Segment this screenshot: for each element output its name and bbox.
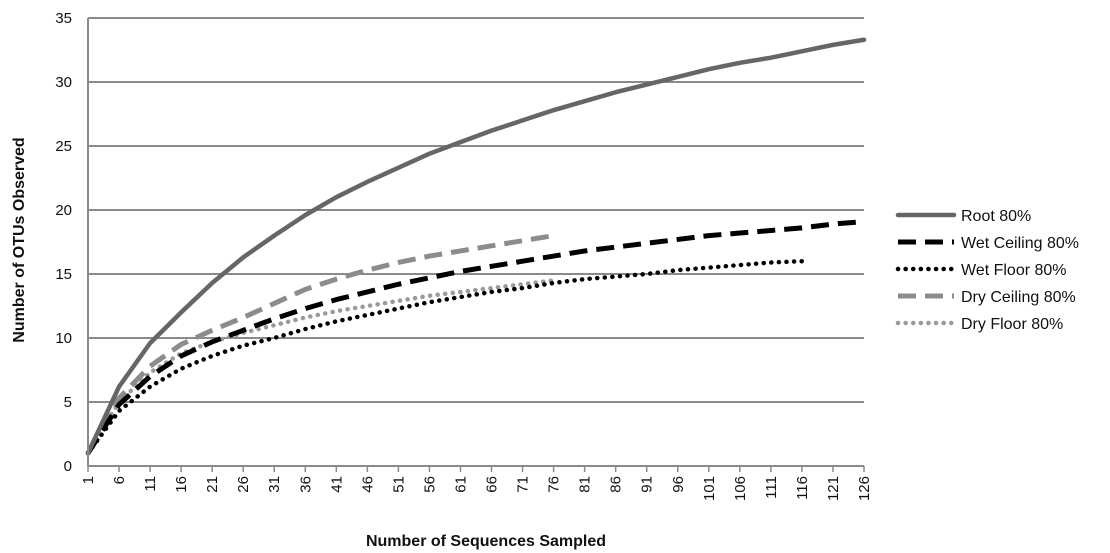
x-tick-label: 51 bbox=[390, 476, 407, 493]
x-tick-label: 16 bbox=[173, 476, 190, 493]
x-tick-label: 116 bbox=[794, 476, 811, 500]
x-tick-label: 11 bbox=[142, 476, 159, 492]
y-tick-label: 15 bbox=[55, 266, 72, 283]
y-tick-label: 5 bbox=[64, 394, 72, 411]
x-tick-label: 86 bbox=[608, 476, 625, 493]
legend-item-dry-ceiling-80: Dry Ceiling 80% bbox=[898, 289, 1076, 306]
x-axis-title: Number of Sequences Sampled bbox=[366, 533, 606, 550]
series-line-dry-floor-80 bbox=[85, 278, 556, 456]
x-tick-label: 66 bbox=[484, 476, 501, 493]
y-tick-label: 30 bbox=[55, 74, 72, 91]
series-line-dry-ceiling-80 bbox=[85, 233, 555, 455]
legend-label: Wet Ceiling 80% bbox=[961, 235, 1079, 252]
series-line-wet-floor-80 bbox=[85, 258, 805, 456]
x-tick-label: 1 bbox=[80, 476, 97, 484]
x-tick-label: 111 bbox=[763, 476, 780, 499]
series-lines bbox=[85, 37, 867, 456]
x-tick-label: 31 bbox=[266, 476, 283, 493]
x-tick-label: 76 bbox=[546, 476, 563, 493]
series-line-root-80 bbox=[85, 37, 867, 456]
legend: Root 80% Wet Ceiling 80% Wet Floor 80% Dry … bbox=[895, 208, 1079, 333]
x-tick-label: 106 bbox=[732, 476, 749, 501]
legend-item-root-80: Root 80% bbox=[895, 208, 1031, 225]
x-tick-label: 71 bbox=[515, 476, 532, 493]
legend-item-wet-ceiling-80: Wet Ceiling 80% bbox=[898, 235, 1079, 252]
x-tick-label: 61 bbox=[452, 476, 469, 493]
series-line-wet-ceiling-80 bbox=[85, 219, 865, 455]
y-tick-label: 35 bbox=[55, 10, 72, 27]
y-tick-label: 10 bbox=[55, 330, 72, 347]
x-tick-label: 36 bbox=[297, 476, 314, 493]
x-tick-label: 56 bbox=[421, 476, 438, 493]
legend-label: Root 80% bbox=[961, 208, 1031, 225]
x-tick-label: 26 bbox=[235, 476, 252, 493]
y-tick-label: 25 bbox=[55, 138, 72, 155]
x-tick-label: 81 bbox=[577, 476, 594, 493]
y-tick-label: 20 bbox=[55, 202, 72, 219]
x-tick-label: 6 bbox=[111, 476, 128, 484]
legend-item-wet-floor-80: Wet Floor 80% bbox=[895, 262, 1067, 279]
y-tick-label: 0 bbox=[64, 458, 72, 475]
x-tick-label: 101 bbox=[701, 476, 718, 501]
x-tick-label: 41 bbox=[328, 476, 345, 493]
legend-label: Dry Floor 80% bbox=[961, 316, 1063, 333]
x-tick-label: 91 bbox=[639, 476, 656, 493]
x-tick-label: 46 bbox=[359, 476, 376, 493]
y-axis-title: Number of OTUs Observed bbox=[11, 137, 28, 342]
x-tick-label: 121 bbox=[825, 476, 842, 501]
x-tick-label: 96 bbox=[670, 476, 687, 493]
legend-label: Dry Ceiling 80% bbox=[961, 289, 1076, 306]
x-tick-label: 21 bbox=[204, 476, 221, 493]
legend-item-dry-floor-80: Dry Floor 80% bbox=[895, 316, 1063, 333]
legend-label: Wet Floor 80% bbox=[961, 262, 1067, 279]
x-tick-label: 126 bbox=[856, 476, 873, 501]
